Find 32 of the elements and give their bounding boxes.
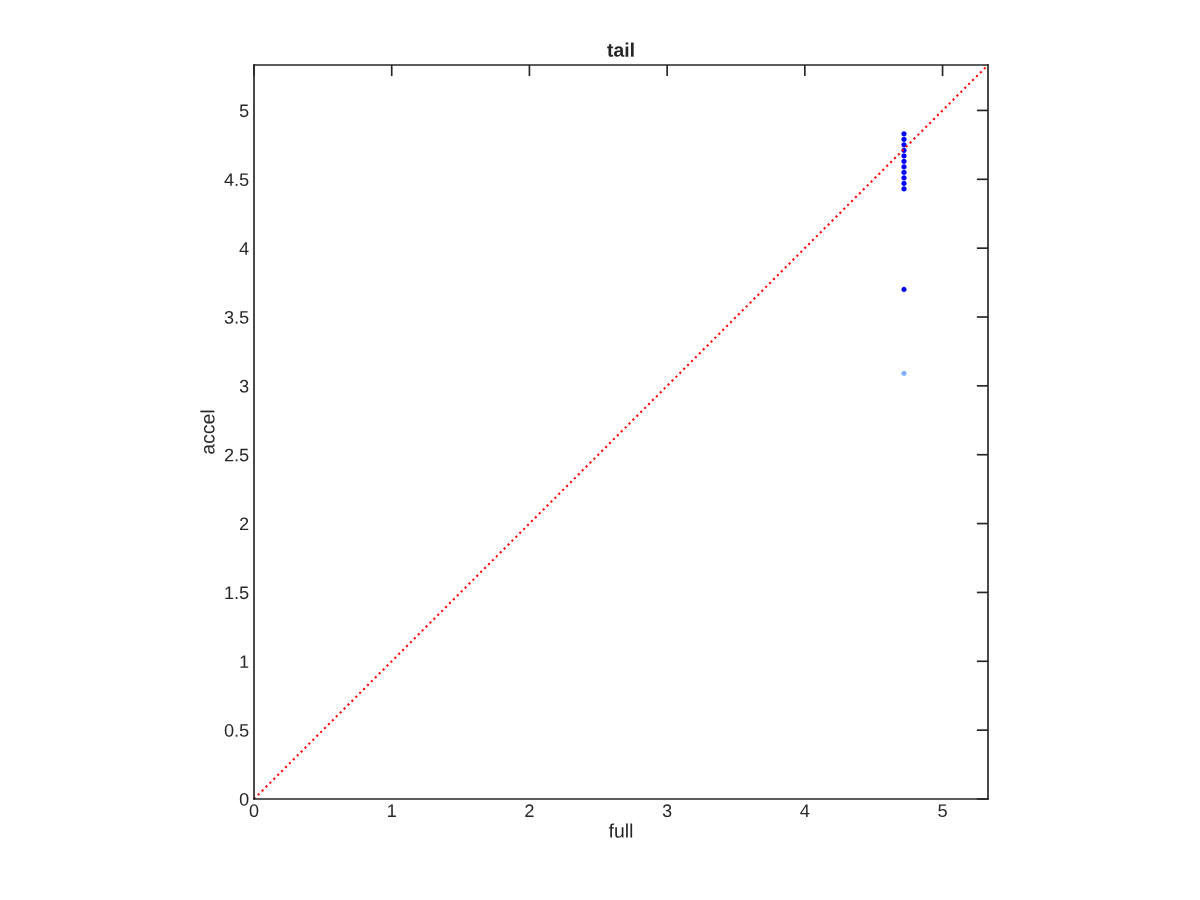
point [901,370,907,377]
point [901,186,907,192]
x-tick-label: 0 [249,804,259,818]
y-tick-label: 5 [239,104,249,118]
y-tick-label: 0 [239,792,249,806]
point [901,175,907,181]
y-tick-label: 2 [240,517,249,531]
y-tick-label: 1 [240,655,249,668]
point [901,180,907,187]
y-tick-label: 0.5 [224,724,249,737]
x-tick-label: 5 [938,804,947,818]
x-tick-label: 3 [662,804,672,818]
point [901,158,907,164]
y-axis-title: accel [200,410,215,454]
x-tick-label: 1 [388,804,396,817]
y-tick-label: 2.5 [224,448,249,462]
point [901,286,907,293]
x-tick-label: 4 [800,804,810,817]
y-tick-label: 1.5 [225,586,249,600]
point [901,153,907,159]
point [901,164,907,170]
y-tick-label: 4.5 [224,173,249,187]
y-tick-label: 3 [239,379,249,393]
point [901,136,907,142]
point [901,169,907,176]
y-tick-label: 3.5 [224,310,249,324]
x-tick-label: 2 [525,804,534,817]
y-tick-label: 4 [239,242,249,255]
point [901,131,907,137]
point [901,142,907,148]
x-axis-title: full [608,823,633,838]
chart-title: tail [607,42,634,57]
